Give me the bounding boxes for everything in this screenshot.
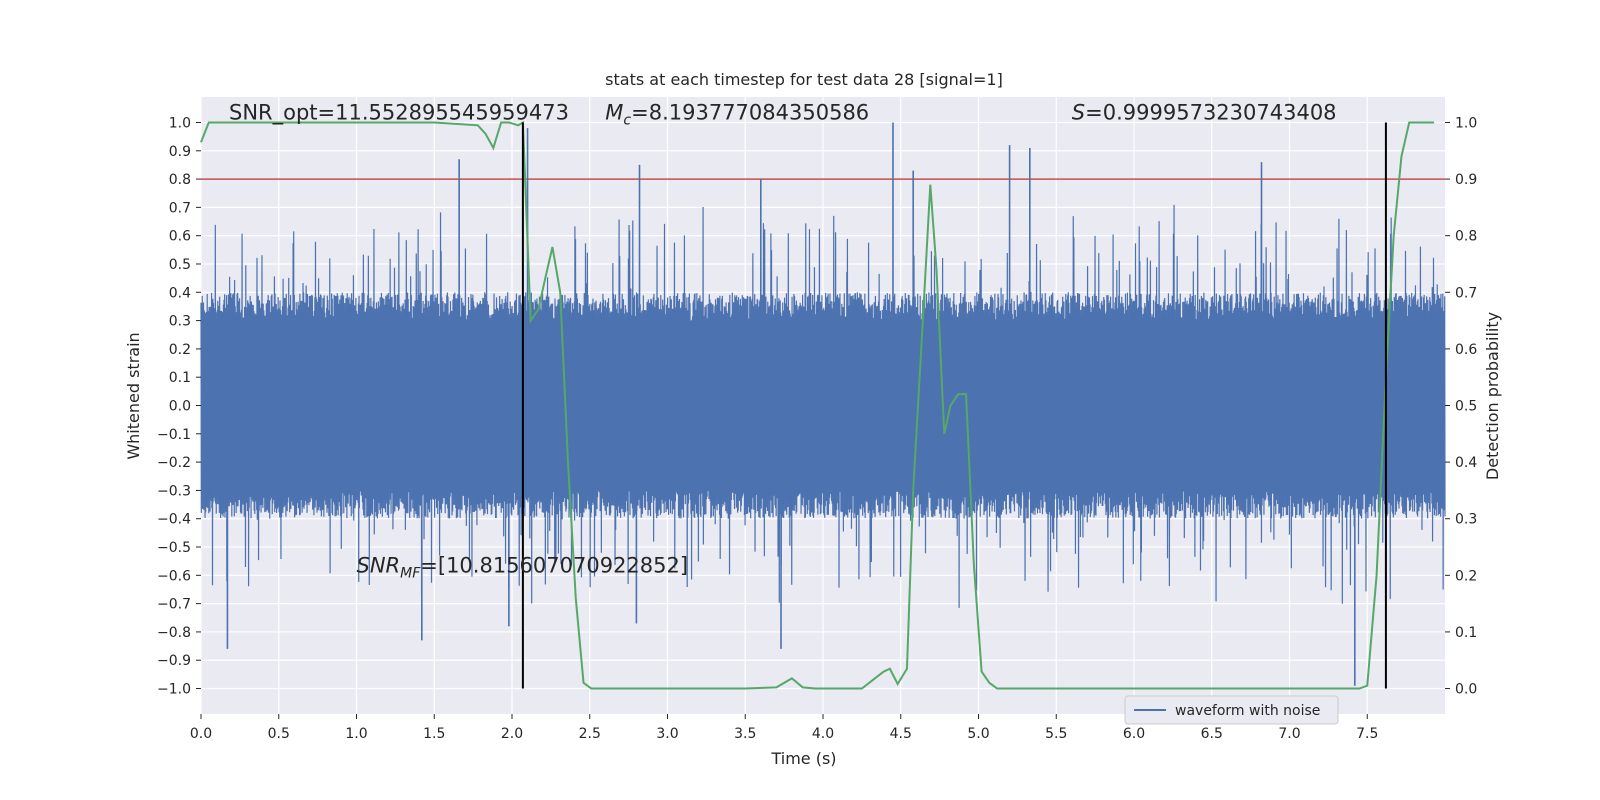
y-right-tick-label: 0.6 [1455,342,1477,358]
y-left-tick-label: 0.5 [169,257,191,273]
x-tick-label: 4.5 [890,726,912,742]
annotations: SNR_opt=11.552895545959473 Mc=8.193777084… [229,101,1337,582]
y-right-tick-label: 1.0 [1455,115,1477,131]
y-right-tick-label: 0.9 [1455,172,1477,188]
y-left-tick-label: −1.0 [157,682,191,698]
x-tick-label: 4.0 [812,726,834,742]
y-left-tick-label: 0.0 [169,399,191,415]
y-left-tick-label: 0.4 [169,285,191,301]
axes: 0.0 0.5 1.0 1.5 2.0 2.5 3.0 3.5 4.0 4.5 5.0 5.5 6.0 6… [157,115,1477,742]
x-tick-label: 3.5 [734,726,756,742]
annotation-s-value: S=0.9999573230743408 [1072,101,1337,125]
legend-box [1124,695,1339,725]
y-axis-left-label: Whitened strain [124,332,143,459]
y-left-tick-label: 0.9 [169,144,191,160]
y-left-tick-label: −0.8 [157,625,191,641]
probability-line [200,120,1435,690]
y-right-tick-label: 0.4 [1455,455,1477,471]
annotation-chirp-mass: Mc=8.193777084350586 [605,101,869,129]
y-left-tick-label: 1.0 [169,115,191,131]
y-right-tick-label: 0.7 [1455,285,1477,301]
y-left-tick-label: −0.9 [157,653,191,669]
legend-label-waveform: waveform with noise [1175,703,1320,719]
x-tick-label: 1.0 [345,726,367,742]
y-right-tick-label: 0.5 [1455,399,1477,415]
annotation-snr-mf: SNRMF=[10.815607070922852] [357,553,689,581]
x-tick-label: 3.0 [656,726,678,742]
y-right-tick-label: 0.8 [1455,229,1477,245]
x-tick-label: 1.5 [423,726,445,742]
annotation-snr-opt: SNR_opt=11.552895545959473 [229,101,569,126]
x-tick-label: 7.5 [1356,726,1378,742]
x-tick-label: 2.0 [501,726,523,742]
x-tick-label: 5.0 [967,726,989,742]
waveform-line [200,204,1446,608]
x-tick-label: 0.0 [190,726,212,742]
x-tick-label: 6.5 [1201,726,1223,742]
y-axis-right-label: Detection probability [1483,312,1502,480]
y-left-tick-label: −0.3 [157,483,191,499]
x-tick-label: 6.0 [1123,726,1145,742]
x-tick-label: 5.5 [1045,726,1067,742]
y-left-tick-label: 0.8 [169,172,191,188]
y-right-tick-label: 0.0 [1455,682,1477,698]
y-right-tick-label: 0.3 [1455,512,1477,528]
x-axis-label: Time (s) [770,749,836,768]
chart-title: stats at each timestep for test data 28 … [605,70,1003,89]
probability-series [200,120,1435,690]
y-left-tick-label: −0.7 [157,597,191,613]
y-left-tick-label: 0.7 [169,200,191,216]
y-left-tick-label: −0.2 [157,455,191,471]
y-left-tick-label: 0.3 [169,314,191,330]
x-tick-label: 0.5 [268,726,290,742]
y-left-tick-label: −0.1 [157,427,191,443]
y-right-tick-label: 0.1 [1455,625,1477,641]
y-left-tick-label: 0.6 [169,229,191,245]
legend: waveform with noise [1124,695,1339,725]
y-left-tick-label: 0.1 [169,370,191,386]
x-tick-label: 7.0 [1278,726,1300,742]
y-left-tick-label: −0.4 [157,512,191,528]
y-left-tick-label: −0.6 [157,568,191,584]
y-left-tick-label: 0.2 [169,342,191,358]
y-left-tick-label: −0.5 [157,540,191,556]
y-right-tick-label: 0.2 [1455,568,1477,584]
vertical-markers [521,122,1387,689]
x-tick-label: 2.5 [579,726,601,742]
